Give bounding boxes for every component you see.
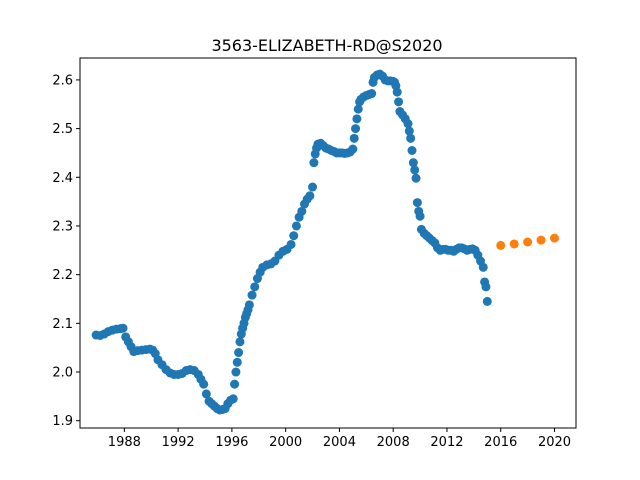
data-point-forecast xyxy=(549,233,559,243)
data-point-observed xyxy=(478,262,488,272)
data-point-observed xyxy=(230,379,240,389)
data-point-observed xyxy=(228,394,238,404)
data-point-observed xyxy=(309,158,319,168)
data-point-observed xyxy=(234,348,244,358)
x-tick-label: 2012 xyxy=(430,435,463,450)
x-tick-label: 2020 xyxy=(538,435,571,450)
x-tick-label: 2004 xyxy=(323,435,356,450)
data-point-forecast xyxy=(496,240,506,250)
data-point-observed xyxy=(235,337,245,347)
data-point-observed xyxy=(481,282,491,292)
data-point-observed xyxy=(308,182,318,192)
data-point-observed xyxy=(415,211,425,221)
data-point-observed xyxy=(406,133,416,143)
y-axis: 1.9 2.0 2.1 2.2 2.3 2.4 2.5 2.6 xyxy=(52,73,80,429)
data-point-observed xyxy=(367,89,377,99)
data-point-observed xyxy=(411,173,421,183)
x-tick-label: 2016 xyxy=(484,435,517,450)
data-point-forecast xyxy=(509,239,519,249)
data-point-forecast xyxy=(523,237,533,247)
x-axis: 1988 1992 1996 2000 2004 2008 2012 2016 2020 xyxy=(108,428,571,450)
y-tick-label: 2.5 xyxy=(52,122,73,137)
x-tick-label: 1988 xyxy=(108,435,141,450)
data-point-observed xyxy=(231,367,241,377)
chart-title: 3563-ELIZABETH-RD@S2020 xyxy=(211,36,442,55)
data-point-observed xyxy=(250,282,260,292)
x-tick-label: 1992 xyxy=(162,435,195,450)
data-points xyxy=(91,69,559,415)
data-point-observed xyxy=(353,104,363,114)
data-point-observed xyxy=(351,124,361,134)
y-tick-label: 2.1 xyxy=(52,317,73,332)
data-point-observed xyxy=(404,126,414,136)
y-tick-label: 1.9 xyxy=(52,414,73,429)
data-point-observed xyxy=(408,158,418,168)
x-tick-label: 1996 xyxy=(215,435,248,450)
data-point-observed xyxy=(410,165,420,175)
data-point-observed xyxy=(348,144,358,154)
data-point-observed xyxy=(392,87,402,97)
data-point-observed xyxy=(407,146,417,155)
data-point-observed xyxy=(289,231,299,241)
data-point-observed xyxy=(244,300,254,310)
y-tick-label: 2.6 xyxy=(52,73,73,88)
data-point-observed xyxy=(394,97,404,107)
data-point-forecast xyxy=(536,235,546,245)
data-point-observed xyxy=(232,357,242,367)
y-tick-label: 2.0 xyxy=(52,366,73,381)
data-point-observed xyxy=(118,323,128,333)
data-point-observed xyxy=(286,239,296,249)
data-point-observed xyxy=(352,114,362,124)
data-point-observed xyxy=(412,198,422,208)
data-point-observed xyxy=(482,296,492,306)
data-point-observed xyxy=(297,206,307,216)
data-point-observed xyxy=(291,221,301,231)
data-point-observed xyxy=(349,133,359,143)
data-point-observed xyxy=(247,290,257,300)
data-point-observed xyxy=(201,389,211,399)
data-point-observed xyxy=(199,379,209,389)
x-tick-label: 2008 xyxy=(377,435,410,450)
data-point-observed xyxy=(305,191,315,201)
data-point-observed xyxy=(403,119,413,129)
x-tick-label: 2000 xyxy=(269,435,302,450)
y-tick-label: 2.2 xyxy=(52,268,73,283)
plot-area-frame xyxy=(79,57,577,429)
y-tick-label: 2.4 xyxy=(52,171,73,186)
y-tick-label: 2.3 xyxy=(52,219,73,234)
